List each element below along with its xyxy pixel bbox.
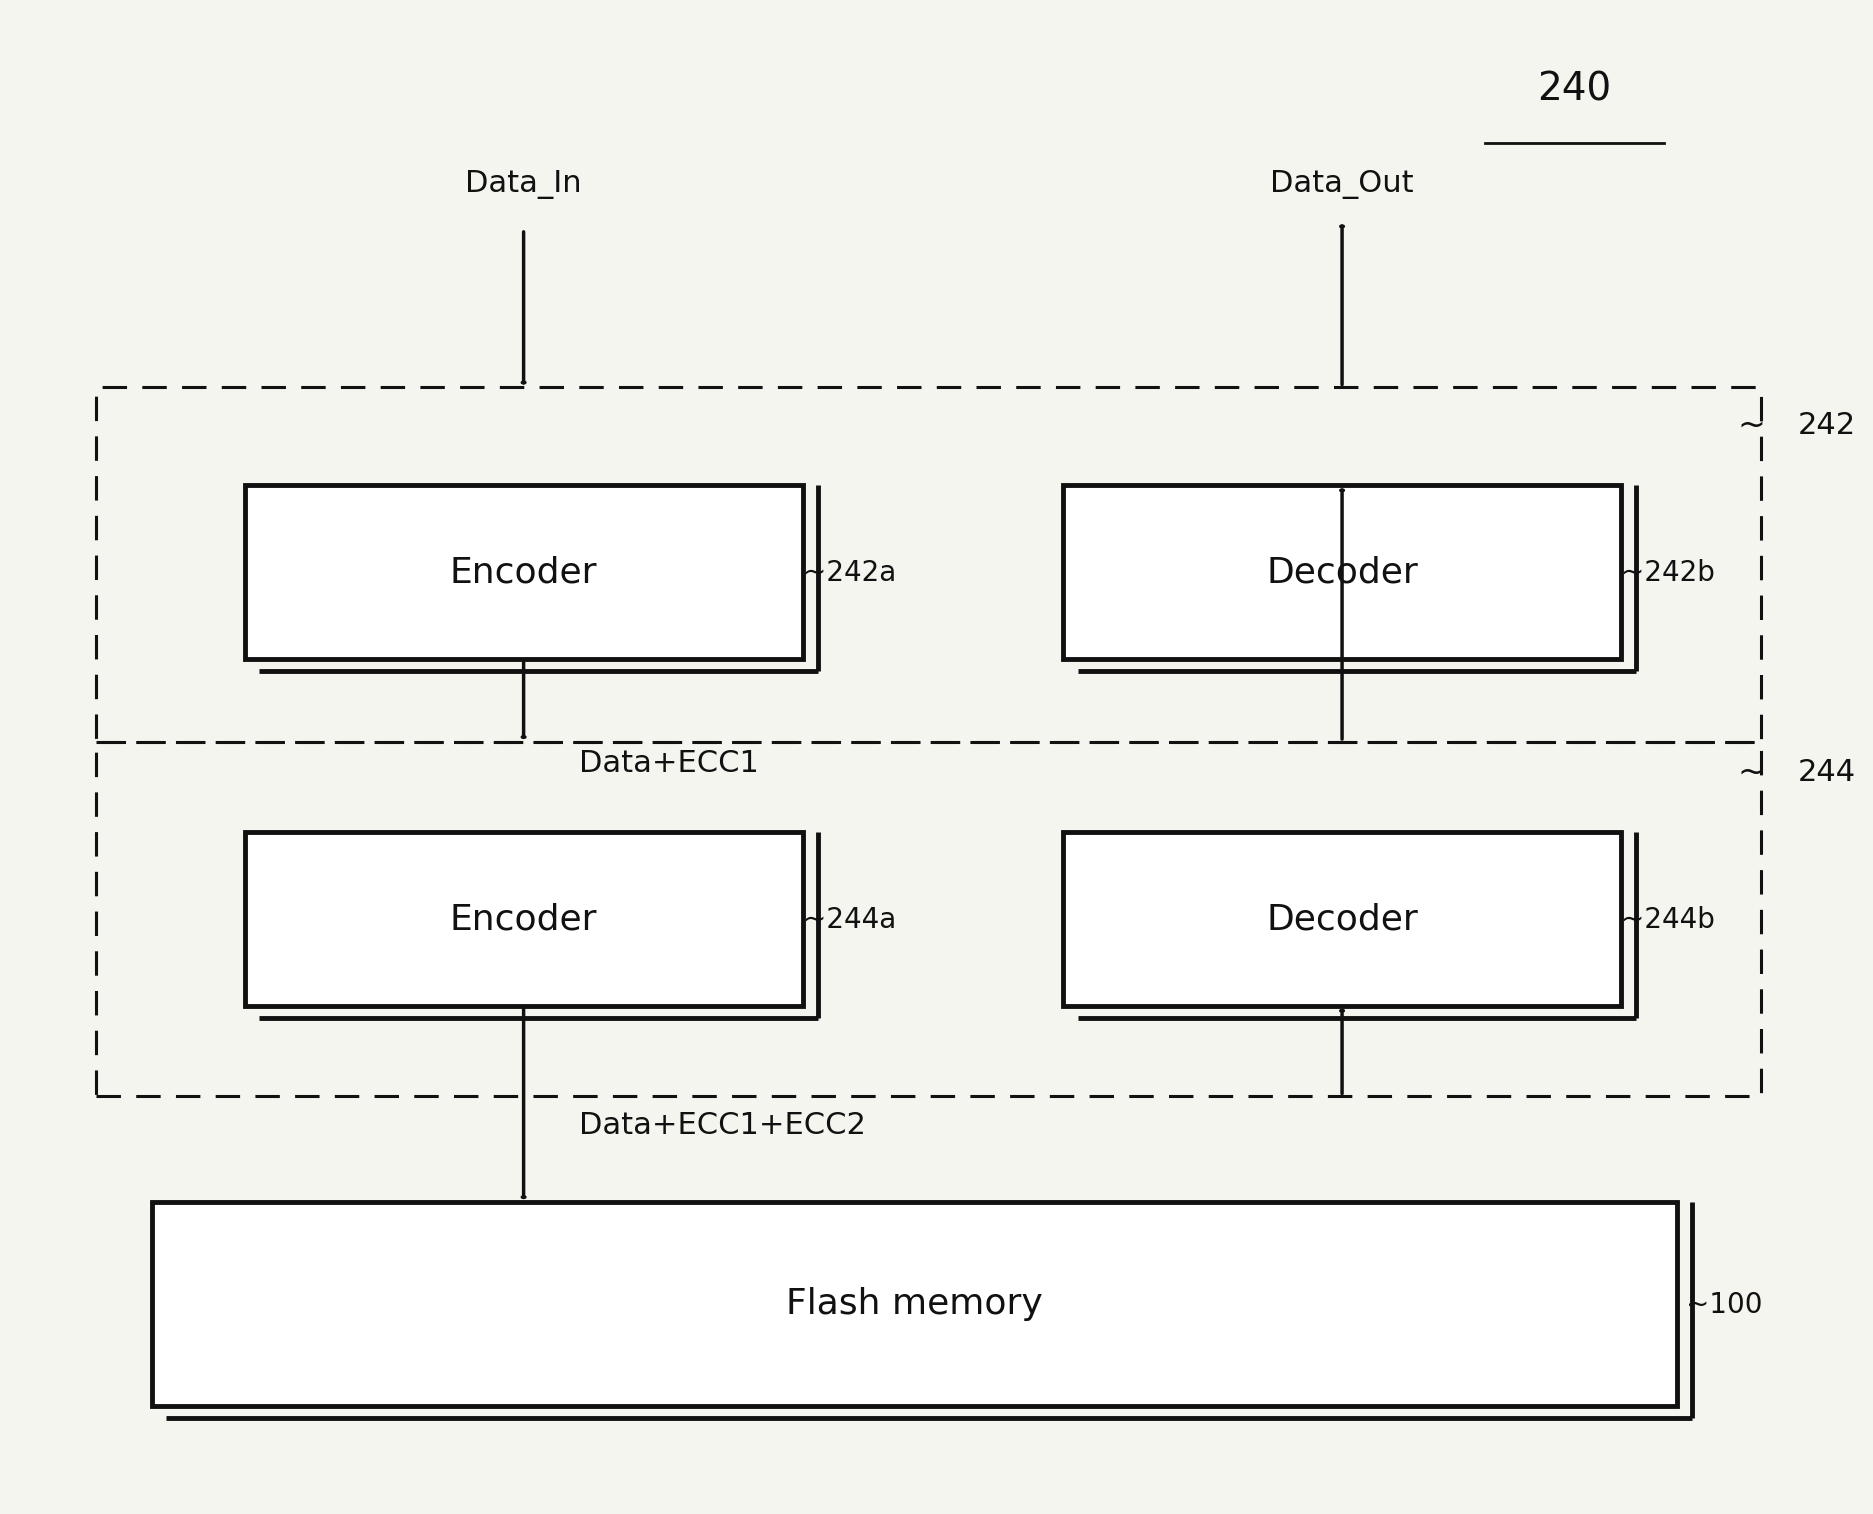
Text: 240: 240 <box>1538 71 1611 109</box>
Bar <box>152 1202 1676 1405</box>
Text: Encoder: Encoder <box>450 556 597 589</box>
Text: Decoder: Decoder <box>1266 556 1418 589</box>
Text: Data+ECC1+ECC2: Data+ECC1+ECC2 <box>579 1111 867 1140</box>
Text: Data+ECC1: Data+ECC1 <box>579 749 759 778</box>
Text: ~244a: ~244a <box>804 905 895 934</box>
Text: ~: ~ <box>1738 409 1764 442</box>
Bar <box>245 833 804 1005</box>
Text: ~242b: ~242b <box>1622 559 1716 587</box>
Text: Decoder: Decoder <box>1266 902 1418 936</box>
Text: 242: 242 <box>1798 410 1856 439</box>
Bar <box>1064 833 1622 1005</box>
Text: 244: 244 <box>1798 757 1856 787</box>
Text: Encoder: Encoder <box>450 902 597 936</box>
Bar <box>1064 486 1622 659</box>
Text: Data_Out: Data_Out <box>1270 170 1414 198</box>
Text: ~244b: ~244b <box>1622 905 1716 934</box>
Bar <box>96 742 1761 1096</box>
Text: Data_In: Data_In <box>465 170 583 198</box>
Text: Flash memory: Flash memory <box>787 1287 1043 1320</box>
Text: ~100: ~100 <box>1686 1290 1762 1319</box>
Text: ~242a: ~242a <box>804 559 895 587</box>
Bar <box>96 388 1761 742</box>
Text: ~: ~ <box>1738 755 1764 789</box>
Bar <box>245 486 804 659</box>
